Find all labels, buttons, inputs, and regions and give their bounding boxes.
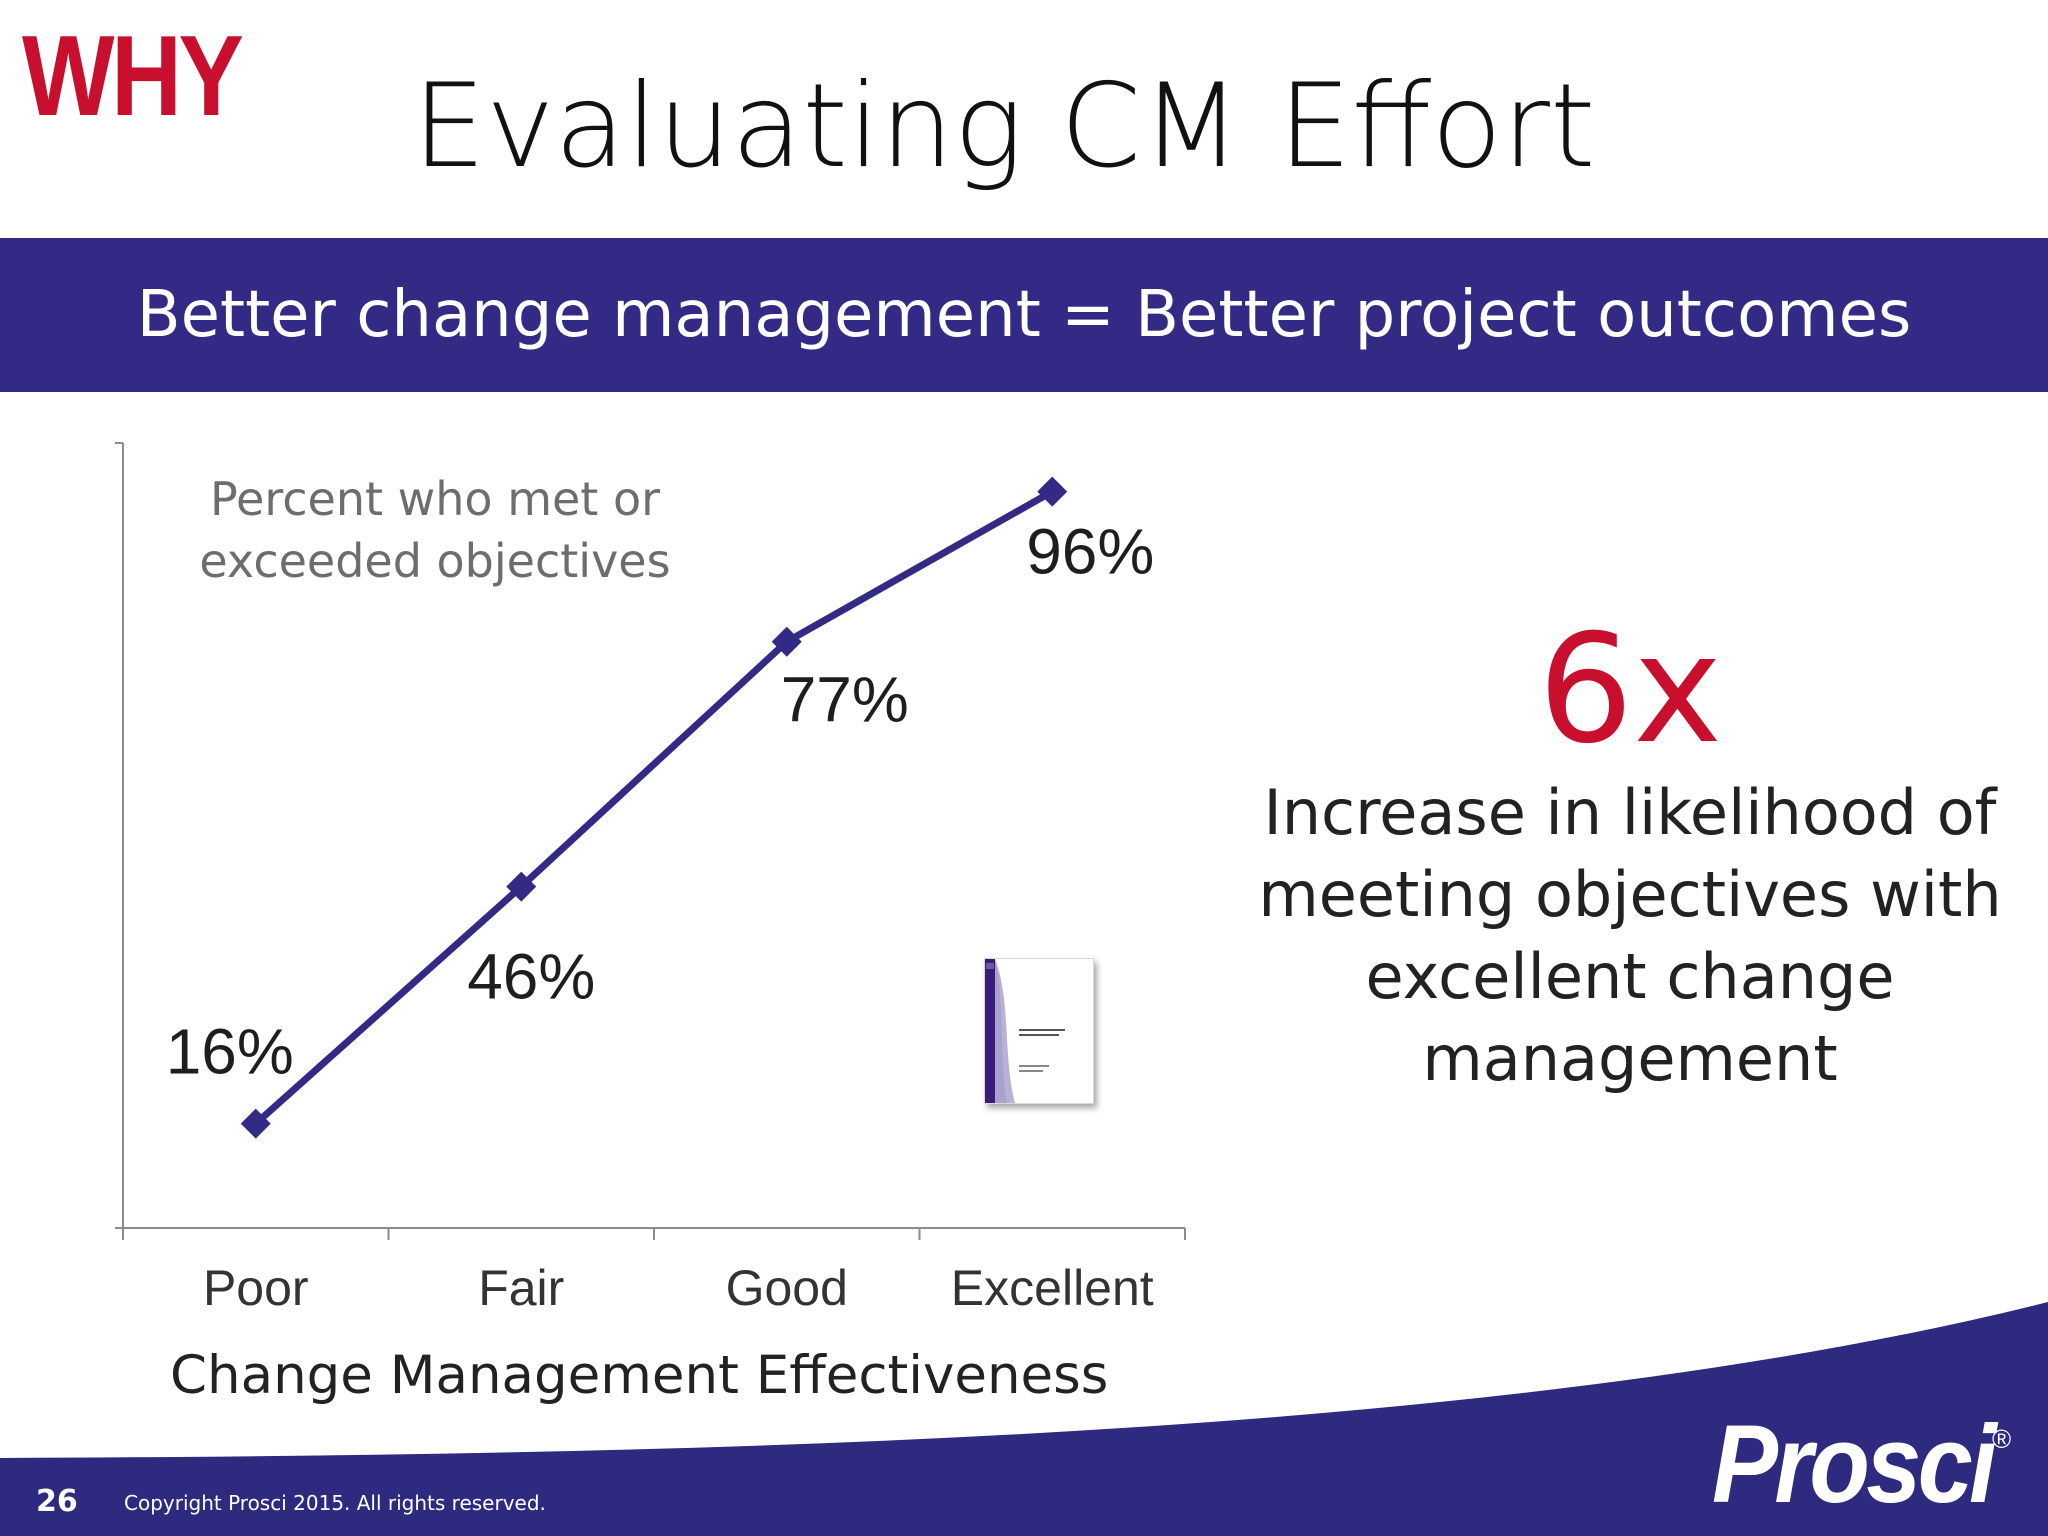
- copyright-text: Copyright Prosci 2015. All rights reserv…: [124, 1491, 546, 1515]
- data-label: 16%: [166, 1016, 294, 1088]
- multiplier-stat: 6x: [1537, 603, 1723, 777]
- subtitle-banner: Better change management = Better projec…: [0, 238, 2048, 392]
- registered-mark: ®: [1992, 1424, 2012, 1454]
- multiplier-description: Increase in likelihood of meeting object…: [1258, 776, 2002, 1095]
- y-axis-label: Percent who met or exceeded objectives: [199, 472, 671, 588]
- x-tick-label: Poor: [203, 1260, 309, 1316]
- data-label: 46%: [467, 941, 595, 1013]
- banner-text: Better change management = Better projec…: [136, 278, 1912, 352]
- data-point-marker: [771, 626, 802, 657]
- data-label: 77%: [781, 664, 909, 736]
- prosci-logo: Prosci: [1712, 1403, 1997, 1526]
- data-point-marker: [1037, 476, 1068, 507]
- x-tick-label: Excellent: [951, 1260, 1154, 1316]
- data-label: 96%: [1026, 516, 1154, 588]
- series-line: [253, 488, 1054, 1127]
- report-cover-graphic: [985, 959, 1093, 1103]
- data-point-marker: [240, 1108, 271, 1139]
- x-tick-label: Good: [726, 1260, 848, 1316]
- x-tick-label: Fair: [478, 1260, 564, 1316]
- slide-title: Evaluating CM Effort: [0, 60, 2048, 193]
- x-axis-label: Change Management Effectiveness: [170, 1345, 1109, 1406]
- data-point-marker: [506, 871, 537, 902]
- why-tag: WHY: [22, 13, 244, 140]
- page-number: 26: [36, 1484, 78, 1519]
- report-thumbnail-image: [984, 958, 1094, 1104]
- slide-title-text: Evaluating CM Effort: [412, 59, 1596, 194]
